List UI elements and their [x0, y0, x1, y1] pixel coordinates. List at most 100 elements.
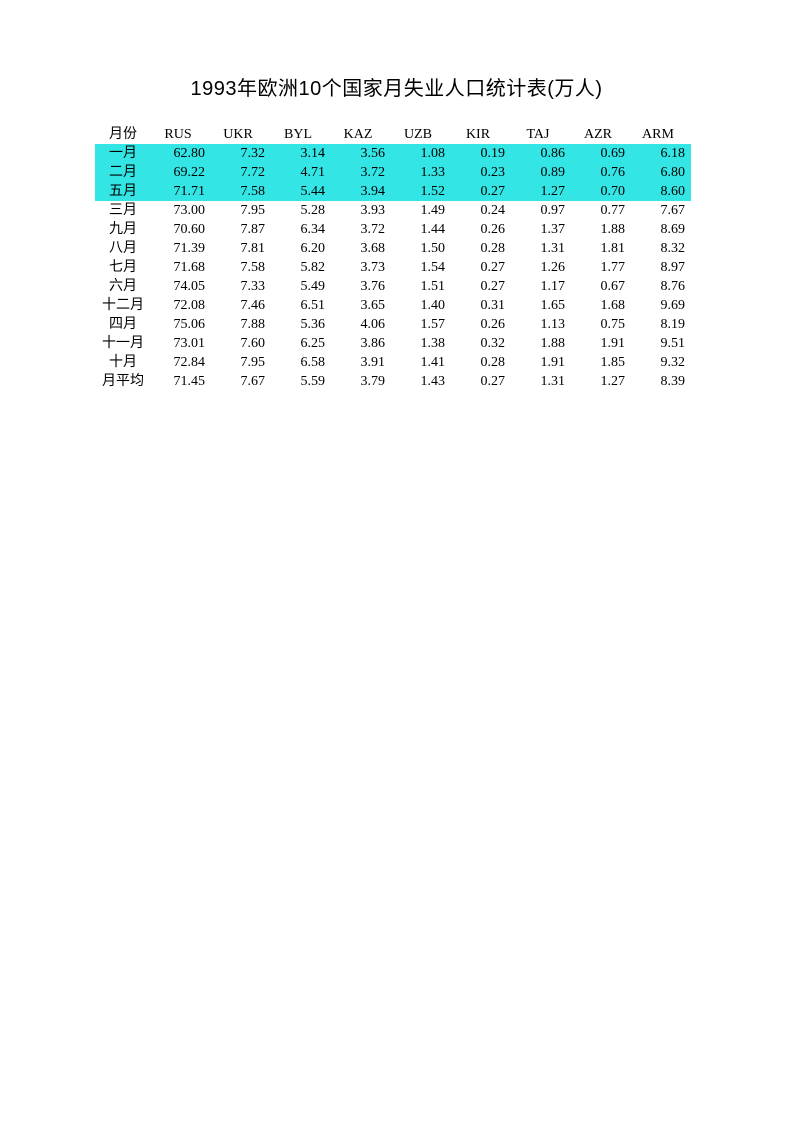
cell-value: 3.73: [331, 258, 391, 277]
cell-value: 71.39: [151, 239, 211, 258]
cell-value: 75.06: [151, 315, 211, 334]
cell-value: 7.33: [211, 277, 271, 296]
cell-value: 1.13: [511, 315, 571, 334]
cell-value: 3.68: [331, 239, 391, 258]
col-header-arm: ARM: [631, 125, 691, 144]
cell-month: 十一月: [95, 334, 151, 353]
table-row: 七月71.687.585.823.731.540.271.261.778.97: [95, 258, 691, 277]
cell-value: 0.86: [511, 144, 571, 163]
cell-value: 1.51: [391, 277, 451, 296]
cell-value: 7.95: [211, 201, 271, 220]
cell-value: 0.76: [571, 163, 631, 182]
cell-value: 1.38: [391, 334, 451, 353]
cell-month: 五月: [95, 182, 151, 201]
cell-value: 7.60: [211, 334, 271, 353]
cell-value: 3.76: [331, 277, 391, 296]
cell-month: 七月: [95, 258, 151, 277]
cell-value: 73.01: [151, 334, 211, 353]
cell-value: 7.67: [631, 201, 691, 220]
cell-value: 1.91: [511, 353, 571, 372]
cell-month: 十月: [95, 353, 151, 372]
cell-value: 0.28: [451, 239, 511, 258]
col-header-ukr: UKR: [211, 125, 271, 144]
cell-value: 1.27: [511, 182, 571, 201]
cell-value: 0.32: [451, 334, 511, 353]
cell-value: 3.14: [271, 144, 331, 163]
cell-value: 8.19: [631, 315, 691, 334]
cell-value: 5.28: [271, 201, 331, 220]
col-header-byl: BYL: [271, 125, 331, 144]
page-title: 1993年欧洲10个国家月失业人口统计表(万人): [0, 72, 793, 101]
cell-value: 1.88: [511, 334, 571, 353]
cell-value: 6.20: [271, 239, 331, 258]
col-header-kaz: KAZ: [331, 125, 391, 144]
cell-value: 0.27: [451, 277, 511, 296]
cell-value: 3.94: [331, 182, 391, 201]
cell-month: 一月: [95, 144, 151, 163]
cell-value: 1.26: [511, 258, 571, 277]
cell-value: 8.39: [631, 372, 691, 391]
cell-value: 0.27: [451, 258, 511, 277]
cell-value: 74.05: [151, 277, 211, 296]
table-header-row: 月份 RUS UKR BYL KAZ UZB KIR TAJ AZR ARM: [95, 125, 691, 144]
table-row: 四月75.067.885.364.061.570.261.130.758.19: [95, 315, 691, 334]
cell-value: 69.22: [151, 163, 211, 182]
cell-value: 0.26: [451, 315, 511, 334]
cell-value: 3.86: [331, 334, 391, 353]
cell-value: 5.44: [271, 182, 331, 201]
cell-month: 九月: [95, 220, 151, 239]
cell-value: 5.59: [271, 372, 331, 391]
cell-value: 1.41: [391, 353, 451, 372]
cell-value: 6.34: [271, 220, 331, 239]
cell-value: 3.91: [331, 353, 391, 372]
cell-value: 1.52: [391, 182, 451, 201]
col-header-taj: TAJ: [511, 125, 571, 144]
cell-value: 9.69: [631, 296, 691, 315]
cell-value: 1.40: [391, 296, 451, 315]
cell-value: 1.43: [391, 372, 451, 391]
cell-value: 1.85: [571, 353, 631, 372]
table-container: 月份 RUS UKR BYL KAZ UZB KIR TAJ AZR ARM 一…: [95, 125, 793, 391]
cell-value: 1.77: [571, 258, 631, 277]
cell-value: 0.27: [451, 372, 511, 391]
cell-value: 1.33: [391, 163, 451, 182]
cell-value: 3.65: [331, 296, 391, 315]
table-row: 八月71.397.816.203.681.500.281.311.818.32: [95, 239, 691, 258]
cell-value: 1.49: [391, 201, 451, 220]
col-header-uzb: UZB: [391, 125, 451, 144]
cell-month: 八月: [95, 239, 151, 258]
cell-value: 7.95: [211, 353, 271, 372]
cell-value: 1.68: [571, 296, 631, 315]
cell-value: 1.50: [391, 239, 451, 258]
cell-value: 1.37: [511, 220, 571, 239]
table-row: 六月74.057.335.493.761.510.271.170.678.76: [95, 277, 691, 296]
cell-value: 1.81: [571, 239, 631, 258]
cell-month: 十二月: [95, 296, 151, 315]
cell-value: 5.36: [271, 315, 331, 334]
cell-month: 二月: [95, 163, 151, 182]
table-row: 十月72.847.956.583.911.410.281.911.859.32: [95, 353, 691, 372]
cell-value: 3.79: [331, 372, 391, 391]
cell-value: 7.46: [211, 296, 271, 315]
cell-value: 6.25: [271, 334, 331, 353]
table-row: 二月69.227.724.713.721.330.230.890.766.80: [95, 163, 691, 182]
cell-value: 70.60: [151, 220, 211, 239]
cell-value: 3.93: [331, 201, 391, 220]
col-header-kir: KIR: [451, 125, 511, 144]
cell-value: 1.65: [511, 296, 571, 315]
cell-value: 9.32: [631, 353, 691, 372]
table-row: 月平均71.457.675.593.791.430.271.311.278.39: [95, 372, 691, 391]
cell-value: 6.58: [271, 353, 331, 372]
cell-value: 0.31: [451, 296, 511, 315]
cell-value: 71.68: [151, 258, 211, 277]
cell-value: 71.71: [151, 182, 211, 201]
cell-value: 8.76: [631, 277, 691, 296]
cell-value: 0.70: [571, 182, 631, 201]
cell-month: 三月: [95, 201, 151, 220]
cell-value: 1.88: [571, 220, 631, 239]
cell-value: 0.23: [451, 163, 511, 182]
cell-value: 1.54: [391, 258, 451, 277]
cell-value: 62.80: [151, 144, 211, 163]
cell-value: 0.97: [511, 201, 571, 220]
cell-value: 7.87: [211, 220, 271, 239]
